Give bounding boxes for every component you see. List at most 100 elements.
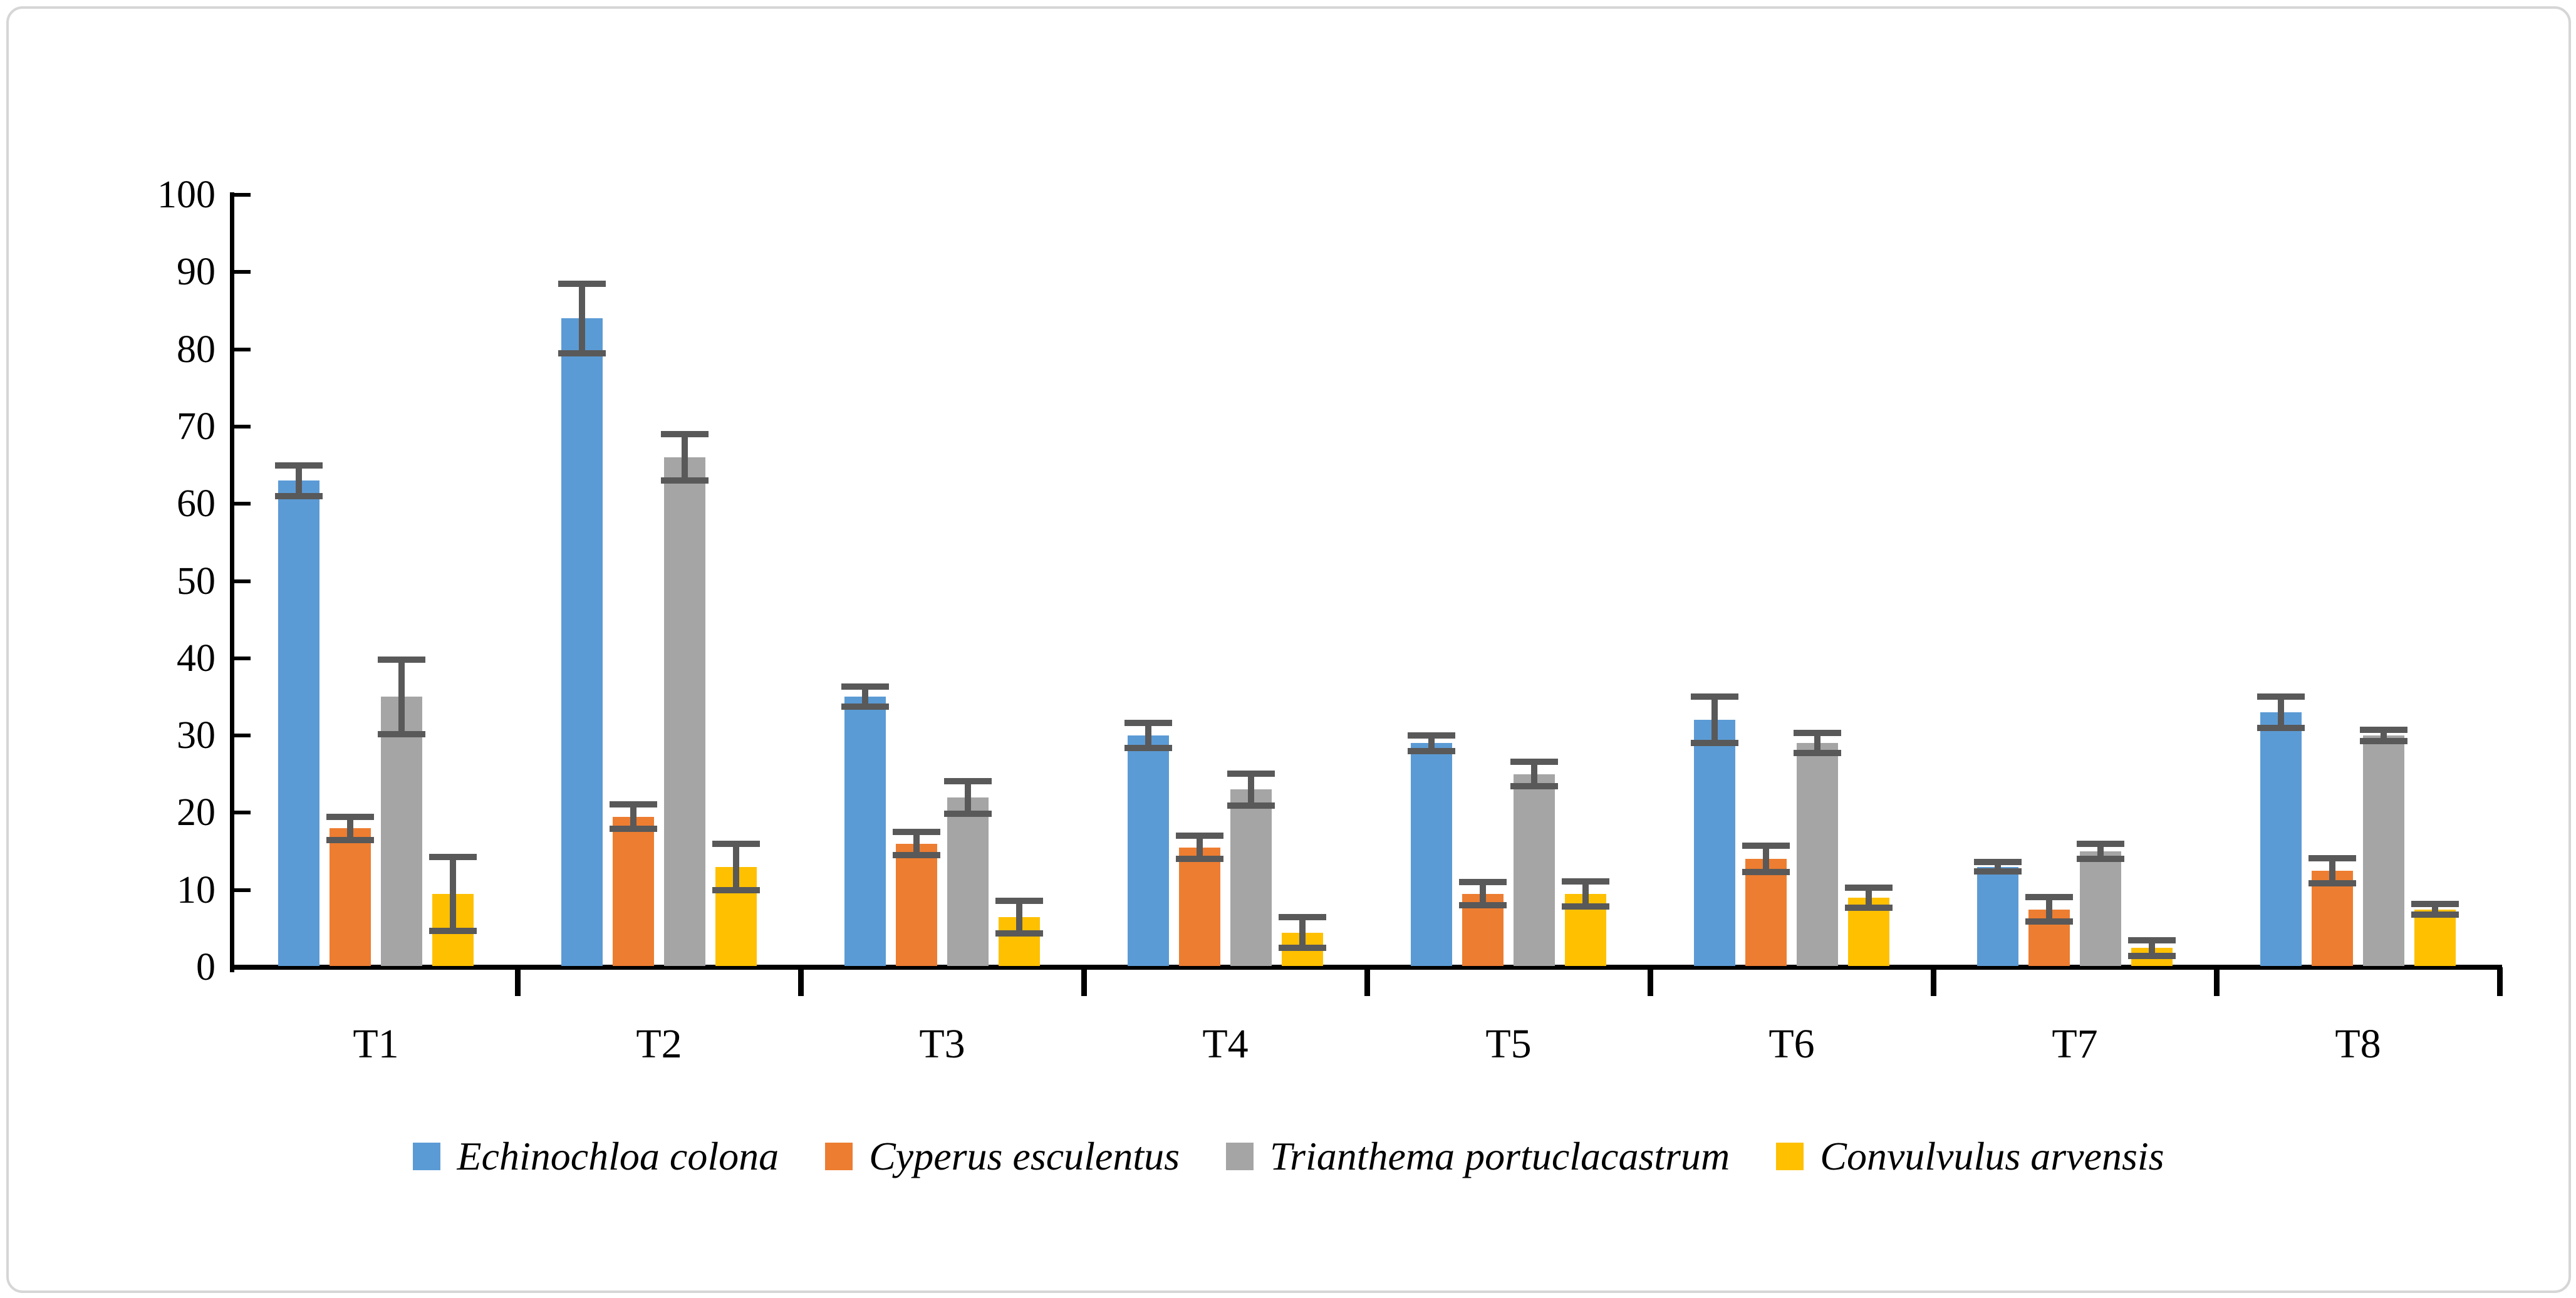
error-bar-stem (1866, 888, 1872, 908)
y-axis-tick (234, 424, 251, 428)
error-bar-stem (1531, 762, 1537, 787)
error-bar-stem (1145, 723, 1151, 748)
x-label-T8: T8 (2335, 1021, 2381, 1067)
y-axis-tick-label: 0 (196, 946, 216, 989)
x-label-T1: T1 (353, 1021, 399, 1067)
error-bar-cap-top (1408, 732, 1455, 739)
error-bar-stem (1763, 846, 1769, 873)
x-label-T3: T3 (919, 1021, 965, 1067)
error-bar-cap-bottom (944, 810, 992, 817)
error-bar-cap-bottom (2128, 952, 2176, 959)
error-bar-cap-bottom (429, 928, 477, 935)
error-bar-stem (398, 660, 405, 734)
error-bar-cap-bottom (2411, 911, 2459, 918)
bar-trianthema-T1 (381, 697, 422, 966)
error-bar-cap-bottom (2025, 918, 2073, 925)
error-bar-cap-bottom (2257, 724, 2305, 731)
bar-trianthema-T6 (1797, 743, 1838, 966)
error-bar-cap-bottom (1279, 945, 1326, 952)
error-bar-stem (1995, 862, 2001, 872)
error-bar-cap-bottom (1124, 744, 1172, 751)
error-bar-stem (296, 465, 302, 496)
legend-swatch-echinochloa (413, 1143, 441, 1170)
error-bar-stem (2432, 903, 2438, 915)
bar-convulvulus-T8 (2414, 909, 2456, 966)
error-bar-cap-top (1742, 843, 1790, 849)
y-axis-tick-label: 100 (157, 174, 216, 216)
y-axis-tick-label: 60 (177, 482, 216, 526)
error-bar-cap-top (1794, 730, 1841, 737)
error-bar-stem (965, 781, 971, 814)
x-axis-tick (798, 967, 804, 996)
legend-label: Echinochloa colona (457, 1134, 779, 1178)
error-bar-cap-top (610, 801, 657, 807)
error-bar-stem (450, 856, 456, 932)
error-bar-cap-top (326, 813, 374, 820)
x-axis-tick (1931, 967, 1936, 996)
error-bar-cap-top (2257, 693, 2305, 700)
y-axis-tick (234, 888, 251, 892)
bar-cyperus-T2 (613, 816, 654, 966)
y-axis-tick-label: 10 (177, 868, 216, 911)
error-bar-cap-bottom (558, 350, 606, 356)
legend-swatch-cyperus (825, 1143, 853, 1170)
legend-swatch-trianthema (1226, 1143, 1254, 1170)
y-axis-tick (234, 579, 251, 583)
bar-cyperus-T8 (2312, 870, 2353, 966)
error-bar-cap-bottom (2077, 856, 2124, 863)
error-bar-cap-top (1974, 859, 2022, 866)
error-bar-stem (2097, 843, 2104, 859)
y-axis-tick (234, 502, 251, 506)
error-bar-cap-top (1279, 913, 1326, 920)
legend-label: Cyperus esculentus (869, 1134, 1180, 1178)
y-axis-tick (234, 347, 251, 351)
y-axis-tick-label: 30 (177, 714, 216, 757)
error-bar-cap-top (558, 280, 606, 287)
bar-trianthema-T5 (1514, 774, 1555, 966)
error-bar-cap-top (1459, 879, 1507, 886)
y-axis-tick-label: 40 (177, 636, 216, 680)
error-bar-cap-bottom (2309, 880, 2356, 886)
error-bar-cap-bottom (712, 886, 760, 893)
error-bar-cap-top (2309, 855, 2356, 862)
error-bar-cap-bottom (1176, 856, 1223, 863)
x-axis-tick (2214, 967, 2220, 996)
error-bar-cap-bottom (1691, 740, 1738, 747)
bar-echinochloa-T1 (278, 480, 319, 966)
error-bar-cap-bottom (995, 930, 1043, 937)
error-bar-stem (913, 832, 920, 856)
error-bar-stem (2149, 940, 2155, 956)
error-bar-cap-bottom (1227, 802, 1275, 809)
error-bar-cap-top (661, 431, 709, 438)
y-axis-tick (234, 811, 251, 815)
error-bar-cap-bottom (1408, 747, 1455, 754)
legend-label: Trianthema portuclacastrum (1270, 1134, 1730, 1178)
error-bar-cap-bottom (2360, 737, 2407, 744)
error-bar-stem (630, 804, 636, 829)
error-bar-stem (2381, 730, 2387, 741)
bar-echinochloa-T5 (1411, 743, 1452, 966)
error-bar-cap-bottom (378, 730, 425, 737)
error-bar-stem (1480, 882, 1486, 906)
error-bar-stem (2278, 697, 2284, 728)
y-axis-tick-label: 20 (177, 791, 216, 834)
bar-chart: 0 10 20 30 40 50 60 70 80 90 100 T1 T2 T3 T4 T5 T6 T7 T8 (9, 9, 2568, 1290)
legend-item: Cyperus esculentus (825, 1133, 1180, 1180)
error-bar-stem (2046, 896, 2052, 922)
legend-item: Trianthema portuclacastrum (1226, 1133, 1730, 1180)
error-bar-cap-bottom (893, 852, 940, 859)
error-bar-cap-top (2411, 900, 2459, 907)
y-axis-tick-label: 90 (177, 251, 216, 294)
error-bar-cap-top (378, 657, 425, 663)
error-bar-stem (579, 283, 585, 353)
figure-frame: 0 10 20 30 40 50 60 70 80 90 100 T1 T2 T3 T4 T5 T6 T7 T8 E… (6, 6, 2571, 1293)
error-bar-cap-bottom (1459, 902, 1507, 909)
error-bar-cap-top (841, 683, 889, 690)
x-label-T2: T2 (636, 1021, 682, 1067)
error-bar-stem (347, 816, 353, 840)
y-axis-tick (234, 656, 251, 660)
bar-echinochloa-T8 (2260, 712, 2302, 966)
error-bar-cap-bottom (326, 836, 374, 843)
bar-trianthema-T3 (947, 797, 989, 966)
legend-swatch-convulvulus (1776, 1143, 1804, 1170)
